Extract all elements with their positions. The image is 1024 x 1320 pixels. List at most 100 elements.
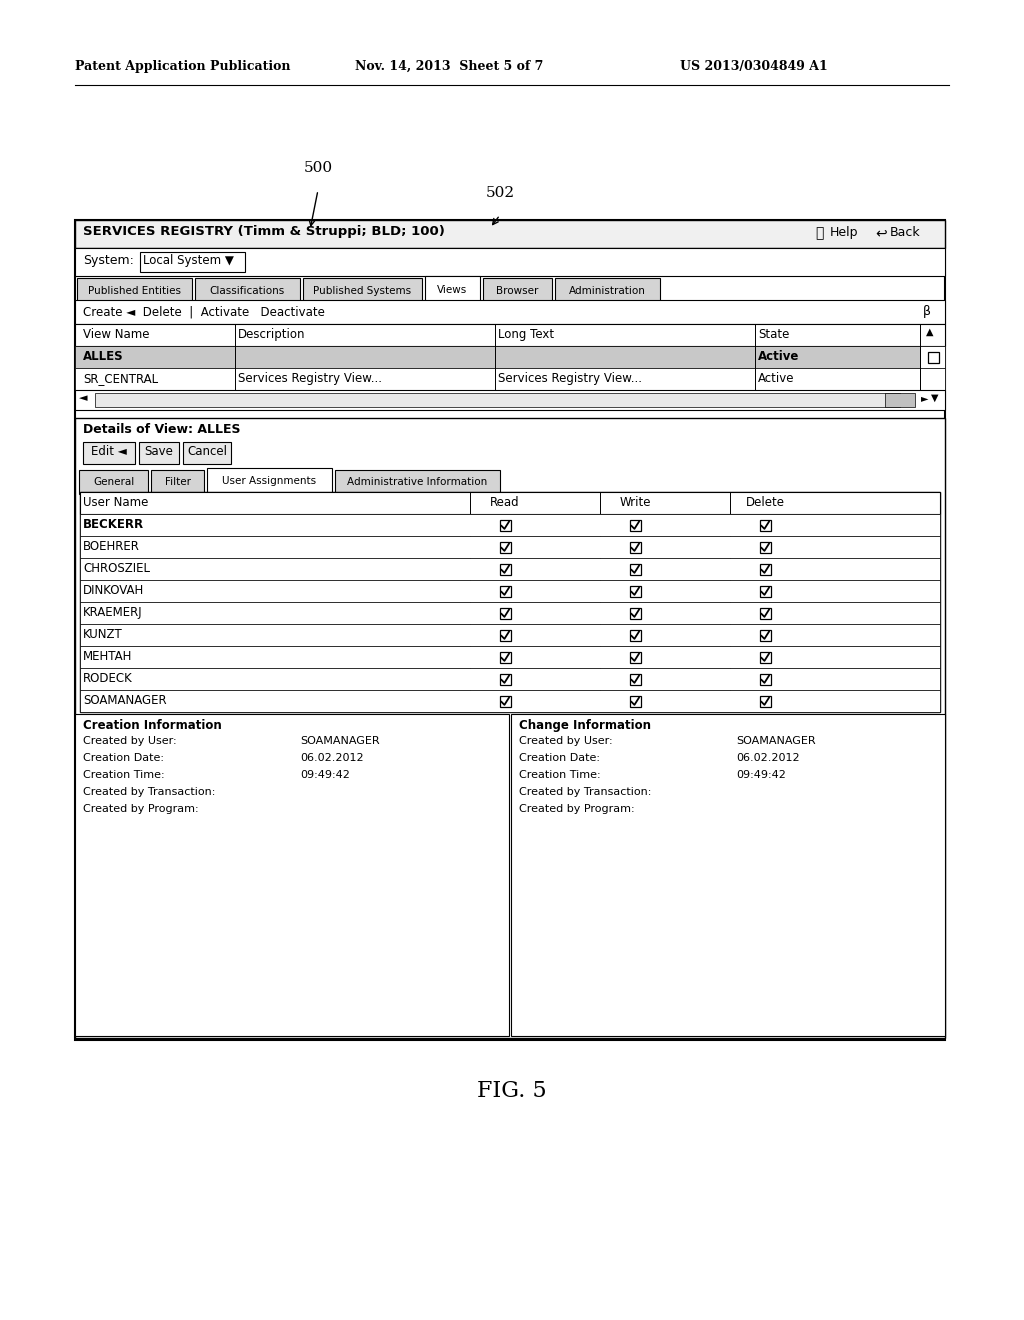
Bar: [928, 351, 939, 363]
Bar: [920, 346, 945, 368]
Text: Back: Back: [890, 226, 921, 239]
Text: β: β: [923, 305, 931, 318]
Bar: [500, 607, 511, 619]
Text: Write: Write: [620, 496, 650, 510]
Text: KUNZT: KUNZT: [83, 628, 123, 642]
Bar: [920, 368, 945, 389]
Bar: [80, 668, 940, 690]
Text: Created by Program:: Created by Program:: [83, 804, 199, 814]
Bar: [630, 541, 640, 553]
Text: DINKOVAH: DINKOVAH: [83, 583, 144, 597]
Bar: [75, 714, 509, 1036]
Bar: [80, 558, 940, 579]
Text: Cancel: Cancel: [187, 445, 227, 458]
Bar: [80, 513, 940, 536]
Text: Edit ◄: Edit ◄: [91, 445, 127, 458]
Text: ▼: ▼: [931, 393, 939, 403]
Text: User Assignments: User Assignments: [222, 477, 316, 486]
Text: View Name: View Name: [83, 327, 150, 341]
Text: 06.02.2012: 06.02.2012: [736, 752, 801, 763]
Text: Published Entities: Published Entities: [88, 286, 181, 296]
Bar: [630, 673, 640, 685]
Text: Patent Application Publication: Patent Application Publication: [75, 59, 291, 73]
Text: Creation Time:: Creation Time:: [83, 770, 165, 780]
Text: SERVICES REGISTRY (Timm & Struppi; BLD; 100): SERVICES REGISTRY (Timm & Struppi; BLD; …: [83, 224, 444, 238]
Bar: [79, 470, 148, 494]
Text: ▲: ▲: [927, 327, 934, 337]
Text: Created by User:: Created by User:: [83, 737, 176, 746]
Text: Views: Views: [437, 285, 468, 294]
Text: Classifications: Classifications: [210, 286, 285, 296]
Bar: [139, 442, 179, 465]
Bar: [80, 602, 940, 624]
Text: Help: Help: [830, 226, 858, 239]
Bar: [75, 300, 945, 323]
Text: SOAMANAGER: SOAMANAGER: [736, 737, 816, 746]
Text: ALLES: ALLES: [83, 350, 124, 363]
Text: Create ◄  Delete  |  Activate   Deactivate: Create ◄ Delete | Activate Deactivate: [83, 305, 325, 318]
Text: SOAMANAGER: SOAMANAGER: [83, 694, 167, 708]
Text: BECKERR: BECKERR: [83, 517, 144, 531]
Text: Description: Description: [238, 327, 305, 341]
Text: Change Information: Change Information: [519, 719, 651, 733]
Bar: [425, 276, 480, 302]
Bar: [75, 418, 945, 1038]
Bar: [760, 652, 770, 663]
Bar: [511, 714, 945, 1036]
Text: CHROSZIEL: CHROSZIEL: [83, 562, 150, 576]
Text: Published Systems: Published Systems: [313, 286, 412, 296]
Text: Creation Date:: Creation Date:: [519, 752, 600, 763]
Bar: [630, 607, 640, 619]
Text: Services Registry View...: Services Registry View...: [238, 372, 382, 385]
Bar: [75, 220, 945, 248]
Text: Details of View: ALLES: Details of View: ALLES: [83, 422, 241, 436]
Bar: [500, 630, 511, 640]
Text: Creation Time:: Creation Time:: [519, 770, 601, 780]
Text: FIG. 5: FIG. 5: [477, 1080, 547, 1102]
Text: Created by Transaction:: Created by Transaction:: [83, 787, 215, 797]
Text: Long Text: Long Text: [498, 327, 554, 341]
Text: RODECK: RODECK: [83, 672, 133, 685]
Text: State: State: [758, 327, 790, 341]
Text: ↩: ↩: [874, 226, 887, 240]
Text: 500: 500: [303, 161, 333, 176]
Text: User Name: User Name: [83, 496, 148, 510]
Text: 09:49:42: 09:49:42: [301, 770, 350, 780]
Bar: [80, 536, 940, 558]
Text: 06.02.2012: 06.02.2012: [301, 752, 365, 763]
Bar: [500, 564, 511, 574]
Bar: [75, 323, 945, 346]
Bar: [75, 220, 945, 1040]
Bar: [630, 564, 640, 574]
Text: Filter: Filter: [165, 477, 190, 487]
Text: US 2013/0304849 A1: US 2013/0304849 A1: [680, 59, 827, 73]
Bar: [630, 630, 640, 640]
Bar: [760, 586, 770, 597]
Bar: [75, 389, 945, 411]
Bar: [885, 393, 915, 407]
Text: KRAEMERJ: KRAEMERJ: [83, 606, 142, 619]
Text: Administrative Information: Administrative Information: [347, 477, 487, 487]
Bar: [500, 586, 511, 597]
Text: Active: Active: [758, 372, 795, 385]
Bar: [760, 630, 770, 640]
Text: SOAMANAGER: SOAMANAGER: [301, 737, 380, 746]
Bar: [207, 469, 332, 494]
Bar: [760, 520, 770, 531]
Bar: [335, 470, 500, 494]
Bar: [75, 346, 920, 368]
Bar: [80, 624, 940, 645]
Text: 502: 502: [485, 186, 515, 201]
Bar: [760, 541, 770, 553]
Bar: [303, 279, 422, 302]
Bar: [555, 279, 660, 302]
Bar: [183, 442, 231, 465]
Bar: [760, 607, 770, 619]
Bar: [80, 579, 940, 602]
Bar: [83, 442, 135, 465]
Bar: [500, 652, 511, 663]
Bar: [80, 492, 940, 711]
Bar: [80, 690, 940, 711]
Bar: [760, 673, 770, 685]
Bar: [80, 645, 940, 668]
